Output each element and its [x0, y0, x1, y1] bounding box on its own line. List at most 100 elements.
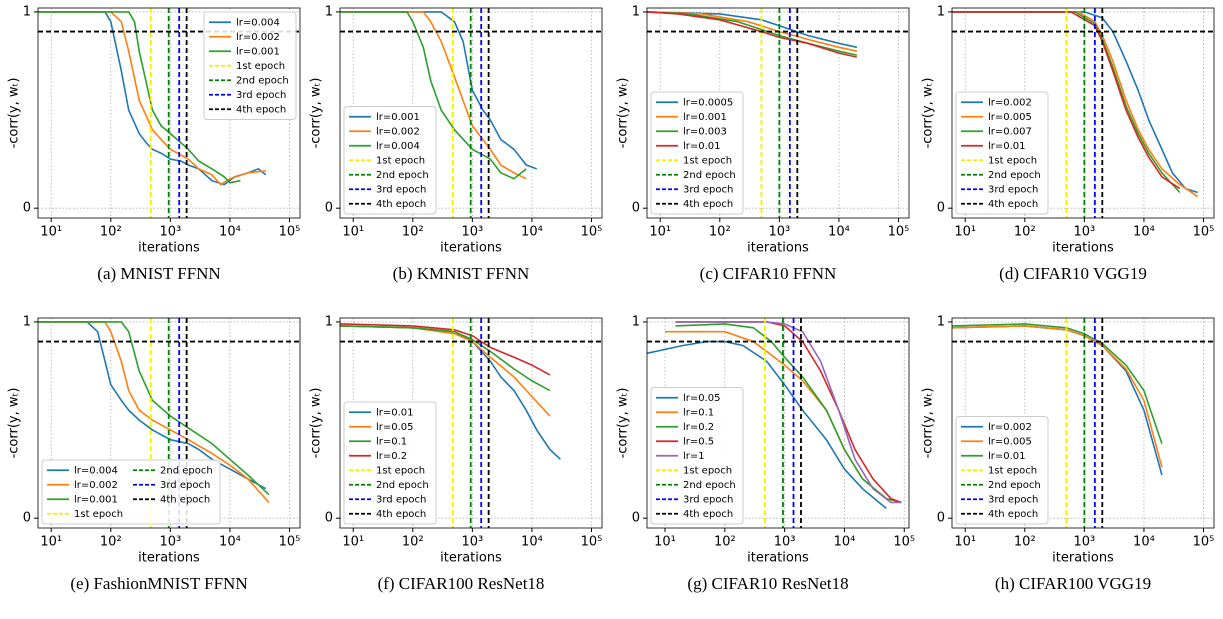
x-axis-label: iterations: [440, 551, 502, 566]
y-axis-label: -corr(y, wₜ): [7, 78, 22, 149]
series-line: [675, 321, 902, 504]
panel: 10¹ 10² 10³ 10⁴ 10⁵ 0 1 iterations -corr(y, wₜ) (…: [309, 314, 603, 593]
caption: (f) CIFAR100 ResNet18: [378, 574, 545, 593]
x-tick-label: 10¹: [649, 225, 671, 240]
legend-label: 2nd epoch: [160, 465, 213, 476]
y-tick-label: 1: [23, 314, 31, 329]
x-axis-label: iterations: [747, 241, 809, 256]
y-tick-label: 1: [632, 4, 640, 19]
series-line: [951, 323, 1163, 444]
legend-label: lr=0.005: [988, 112, 1032, 123]
legend-label: 4th epoch: [988, 199, 1038, 210]
series-line: [646, 340, 887, 510]
legend-label: 1st epoch: [988, 155, 1037, 166]
y-tick-label: 1: [937, 314, 945, 329]
x-tick-label: 10³: [768, 225, 790, 240]
x-axis-label: iterations: [747, 551, 809, 566]
x-tick-label: 10²: [402, 225, 424, 240]
axes-frame: [37, 7, 301, 219]
caption: (d) CIFAR10 VGG19: [999, 264, 1147, 283]
legend-label: lr=0.1: [376, 436, 407, 447]
legend-label: 1st epoch: [376, 155, 425, 166]
legend-label: 3rd epoch: [683, 494, 733, 505]
x-axis-label: iterations: [138, 241, 200, 256]
legend-label: 2nd epoch: [376, 480, 429, 491]
y-axis-label: -corr(y, wₜ): [921, 78, 936, 149]
caption: (e) FashionMNIST FFNN: [70, 574, 247, 593]
y-tick-label: 1: [937, 4, 945, 19]
legend-label: 2nd epoch: [988, 170, 1041, 181]
x-tick-label: 10³: [461, 225, 483, 240]
legend-label: lr=0.002: [236, 32, 280, 43]
legend-label: 2nd epoch: [683, 480, 736, 491]
legend-label: lr=1: [683, 451, 705, 462]
panel: 10¹ 10² 10³ 10⁴ 10⁵ 0 1 iterations -corr(y, wₜ) (…: [616, 314, 916, 592]
axes-frame: [37, 317, 301, 529]
x-tick-label: 10⁴: [834, 535, 856, 550]
x-axis-label: iterations: [1052, 241, 1114, 256]
x-tick-label: 10³: [461, 535, 483, 550]
legend-label: lr=0.003: [683, 126, 727, 137]
x-tick-label: 10⁴: [1133, 535, 1155, 550]
legend-label: lr=0.0005: [683, 97, 733, 108]
axes-frame: [339, 7, 603, 219]
legend-label: 3rd epoch: [376, 184, 426, 195]
y-tick-label: 1: [23, 4, 31, 19]
y-tick-label: 0: [937, 511, 945, 526]
y-tick-label: 0: [325, 201, 333, 216]
y-tick-label: 0: [937, 201, 945, 216]
series-line: [340, 11, 537, 170]
series-line: [38, 321, 267, 490]
x-tick-label: 10¹: [40, 535, 62, 550]
x-tick-label: 10⁵: [888, 225, 910, 240]
legend-label: 3rd epoch: [236, 90, 286, 101]
legend-label: lr=0.007: [988, 126, 1032, 137]
y-axis-label: -corr(y, wₜ): [309, 78, 324, 149]
panel: 10¹ 10² 10³ 10⁴ 10⁵ 0 1 iterations -corr(y, wₜ) (…: [921, 314, 1215, 593]
x-tick-label: 10²: [1014, 535, 1036, 550]
legend-label: lr=0.01: [988, 141, 1026, 152]
series-line: [38, 321, 270, 504]
x-tick-label: 10⁵: [581, 225, 603, 240]
x-tick-label: 10¹: [954, 535, 976, 550]
legend-label: 1st epoch: [74, 509, 123, 520]
axes-frame: [951, 7, 1215, 219]
legend-label: 1st epoch: [376, 465, 425, 476]
legend-label: 3rd epoch: [683, 184, 733, 195]
x-tick-label: 10⁴: [521, 225, 543, 240]
panel: 10¹ 10² 10³ 10⁴ 10⁵ 0 1 iterations -corr(y, wₜ) (…: [616, 4, 910, 283]
legend-label: lr=0.001: [683, 112, 727, 123]
y-tick-label: 0: [325, 511, 333, 526]
legend-label: lr=0.2: [683, 422, 714, 433]
legend-box: [203, 11, 297, 120]
x-tick-label: 10²: [402, 535, 424, 550]
axes-frame: [339, 317, 603, 529]
series-line: [38, 321, 270, 496]
x-tick-label: 10⁵: [581, 535, 603, 550]
y-tick-label: 1: [632, 314, 640, 329]
legend-label: 2nd epoch: [683, 170, 736, 181]
x-tick-label: 10¹: [954, 225, 976, 240]
legend-label: 4th epoch: [683, 509, 733, 520]
legend-box: [343, 401, 437, 525]
x-tick-label: 10⁴: [828, 225, 850, 240]
x-tick-label: 10²: [100, 535, 122, 550]
x-tick-label: 10¹: [40, 225, 62, 240]
series-line: [340, 11, 527, 180]
x-tick-label: 10²: [714, 535, 736, 550]
x-tick-label: 10²: [100, 225, 122, 240]
legend-box: [955, 91, 1049, 215]
series-line: [339, 323, 551, 376]
x-tick-label: 10³: [159, 225, 181, 240]
legend-label: 3rd epoch: [988, 184, 1038, 195]
y-axis-label: -corr(y, wₜ): [616, 388, 631, 459]
x-tick-label: 10³: [774, 535, 796, 550]
x-tick-label: 10⁵: [279, 225, 301, 240]
legend-label: lr=0.002: [988, 97, 1032, 108]
series-line: [38, 11, 241, 184]
x-tick-label: 10³: [159, 535, 181, 550]
legend-box: [650, 91, 744, 215]
x-axis-label: iterations: [138, 551, 200, 566]
legend-label: lr=0.5: [683, 436, 714, 447]
panel: 10¹ 10² 10³ 10⁴ 10⁵ 0 1 iterations -corr(y, wₜ) (…: [7, 314, 301, 593]
